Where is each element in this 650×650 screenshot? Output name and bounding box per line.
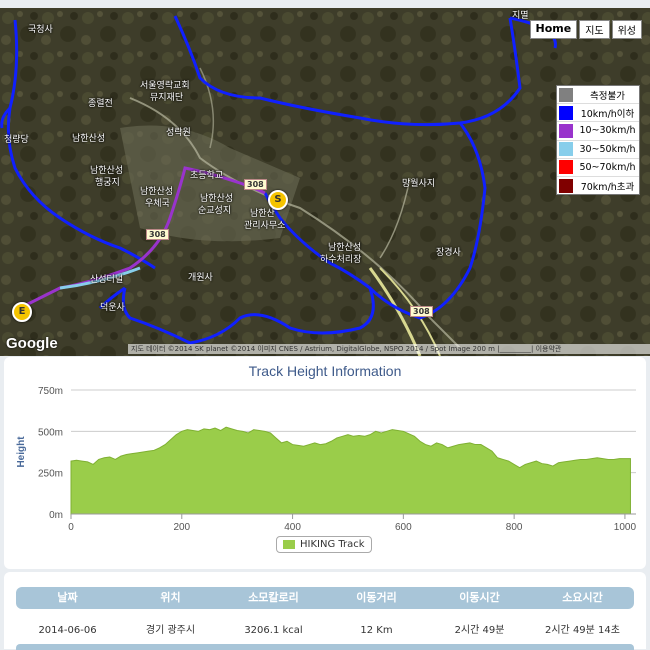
map-label: 우체국 [145, 199, 170, 209]
height-chart: 0m 250m 500m 750m 0 200 400 600 800 1000 Height [16, 386, 637, 533]
map-label: 초등학교 [190, 171, 224, 181]
header-distance: 이동거리 [356, 591, 397, 604]
map-label: 뮤지재단 [150, 93, 184, 103]
map-label: 망월사지 [402, 179, 436, 189]
y-tick-label: 500m [38, 427, 63, 438]
map-label: 남한산성 [72, 134, 106, 144]
chart-title: Track Height Information [248, 363, 402, 379]
road-shield: 308 [410, 306, 433, 317]
cell-total-time: 2시간 49분 14초 [545, 625, 620, 636]
x-tick-label: 1000 [614, 522, 637, 533]
header-total-time: 소요시간 [562, 591, 603, 604]
speed-legend-item: 70km/h초과 [557, 177, 639, 194]
map-label: 성락원 [166, 128, 191, 138]
height-area-series [70, 426, 631, 515]
satellite-map[interactable]: 국청사 지멸 서울영락교회 뮤지재단 종렬전 남한산성 성락원 남한산성 행궁지… [0, 8, 650, 356]
y-axis-label: Height [16, 436, 27, 468]
cell-calories: 3206.1 kcal [244, 625, 303, 636]
cell-distance: 12 Km [360, 625, 393, 636]
y-tick-label: 250m [38, 469, 63, 480]
map-label: 국청사 [28, 25, 53, 35]
map-label: 산성터널 [90, 275, 124, 285]
road-shield: 308 [244, 179, 267, 190]
map-label: 남한산 [250, 209, 275, 219]
map-view-button[interactable]: 지도 [579, 20, 610, 39]
speed-legend-item: 10km/h이하 [557, 104, 639, 123]
map-label: 종렬전 [88, 99, 113, 109]
map-label: 지멸 [512, 11, 529, 21]
road-shield: 308 [146, 229, 169, 240]
map-type-controls: Home 지도 위성 [528, 20, 642, 39]
home-button[interactable]: Home [529, 20, 578, 39]
satellite-view-button[interactable]: 위성 [611, 20, 642, 39]
cell-date: 2014-06-06 [38, 625, 97, 636]
legend-label: HIKING Track [300, 539, 365, 550]
y-tick-label: 0m [49, 510, 63, 521]
map-label: 개원사 [188, 273, 213, 283]
map-label: 남한산성 [200, 194, 234, 204]
x-tick-label: 600 [395, 522, 412, 533]
map-imagery [0, 8, 650, 356]
map-label: 하수처리장 [320, 255, 362, 265]
map-label: 관리사무소 [244, 221, 286, 231]
x-tick-label: 400 [284, 522, 301, 533]
map-label: 덕운사 [100, 303, 125, 313]
map-label: 남한산성 [90, 166, 124, 176]
header-calories: 소모칼로리 [248, 591, 299, 604]
chart-legend-item[interactable]: HIKING Track [276, 536, 372, 553]
legend-swatch [283, 540, 295, 549]
y-tick-label: 750m [38, 386, 63, 397]
x-tick-label: 800 [506, 522, 523, 533]
map-label: 서울영락교회 [140, 81, 190, 91]
end-marker[interactable]: E [12, 302, 32, 322]
speed-legend-item: 30~50km/h [557, 141, 639, 159]
header-moving-time: 이동시간 [459, 591, 500, 604]
map-label: 청량당 [4, 135, 29, 145]
map-label: 남한산성 [140, 187, 174, 197]
table-row: 2014-06-06 경기 광주시 3206.1 kcal 12 Km 2시간 … [16, 620, 634, 642]
header-location: 위치 [160, 591, 181, 604]
table-footer-bar [16, 644, 634, 650]
cell-moving-time: 2시간 49분 [454, 625, 505, 636]
speed-legend-item: 10~30km/h [557, 122, 639, 141]
speed-legend: 측정불가 10km/h이하 10~30km/h 30~50km/h 50~70k… [556, 85, 640, 196]
cell-location: 경기 광주시 [145, 625, 196, 636]
start-marker[interactable]: S [268, 190, 288, 210]
height-chart-panel: Track Height Information 0m 250m 500m 750m 0… [4, 357, 646, 569]
google-logo[interactable]: Google [6, 335, 58, 352]
map-label: 행궁지 [95, 178, 120, 188]
map-attribution: 지도 데이터 ©2014 SK planet ©2014 이미지 CNES / … [128, 344, 650, 354]
x-tick-label: 200 [173, 522, 190, 533]
map-label: 남한산성 [328, 243, 362, 253]
speed-legend-item: 50~70km/h [557, 159, 639, 177]
table-header: 날짜 위치 소모칼로리 이동거리 이동시간 소요시간 [16, 587, 634, 609]
x-tick-label: 0 [68, 522, 74, 533]
map-label: 순교성지 [198, 206, 232, 216]
speed-legend-item: 측정불가 [557, 86, 639, 105]
header-date: 날짜 [57, 591, 78, 604]
summary-table: 날짜 위치 소모칼로리 이동거리 이동시간 소요시간 2014-06-06 경기… [4, 572, 646, 650]
map-label: 장경사 [436, 248, 461, 258]
